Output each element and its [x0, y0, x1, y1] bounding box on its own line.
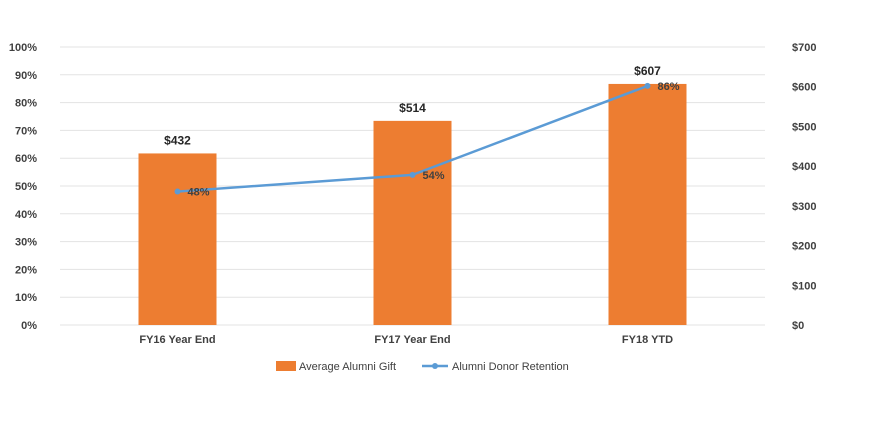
bar	[608, 83, 687, 325]
category-label: FY17 Year End	[374, 334, 450, 346]
legend-label: Alumni Donor Retention	[452, 361, 569, 373]
line-point	[644, 82, 651, 89]
left-tick-label: 80%	[15, 98, 37, 110]
bar-series: $432 $514 $607	[138, 64, 687, 326]
line-data-label: 86%	[658, 81, 680, 93]
right-tick-label: $500	[792, 121, 816, 133]
left-tick-label: 100%	[9, 42, 37, 54]
left-y-axis: 0% 10% 20% 30% 40% 50% 60% 70% 80% 90% 100%	[9, 42, 37, 332]
bar	[373, 120, 452, 326]
legend-swatch-marker	[432, 363, 438, 369]
line-point	[409, 171, 416, 178]
right-tick-label: $200	[792, 241, 816, 253]
line-series: 48% 54% 86%	[174, 81, 680, 199]
left-tick-label: 40%	[15, 209, 37, 221]
line-data-label: 48%	[188, 187, 210, 199]
line-data-label: 54%	[423, 170, 445, 182]
bar-data-label: $514	[399, 101, 426, 115]
right-tick-label: $400	[792, 161, 816, 173]
category-label: FY16 Year End	[139, 334, 215, 346]
left-tick-label: 20%	[15, 264, 37, 276]
bar	[138, 153, 217, 325]
line-point	[174, 188, 181, 195]
right-tick-label: $300	[792, 201, 816, 213]
bar-data-label: $607	[634, 64, 661, 78]
legend: Average Alumni Gift Alumni Donor Retentio…	[276, 361, 569, 373]
category-label: FY18 YTD	[622, 334, 673, 346]
left-tick-label: 70%	[15, 125, 37, 137]
left-tick-label: 0%	[21, 320, 37, 332]
legend-label: Average Alumni Gift	[299, 361, 396, 373]
left-tick-label: 90%	[15, 70, 37, 82]
right-tick-label: $100	[792, 280, 816, 292]
right-tick-label: $0	[792, 320, 804, 332]
x-axis: FY16 Year End FY17 Year End FY18 YTD	[139, 334, 673, 346]
right-y-axis: $0 $100 $200 $300 $400 $500 $600 $700	[792, 42, 816, 332]
legend-swatch-bar	[276, 361, 296, 371]
left-tick-label: 10%	[15, 292, 37, 304]
right-tick-label: $600	[792, 82, 816, 94]
right-tick-label: $700	[792, 42, 816, 54]
left-tick-label: 60%	[15, 153, 37, 165]
left-tick-label: 50%	[15, 181, 37, 193]
left-tick-label: 30%	[15, 237, 37, 249]
bar-data-label: $432	[164, 133, 191, 147]
